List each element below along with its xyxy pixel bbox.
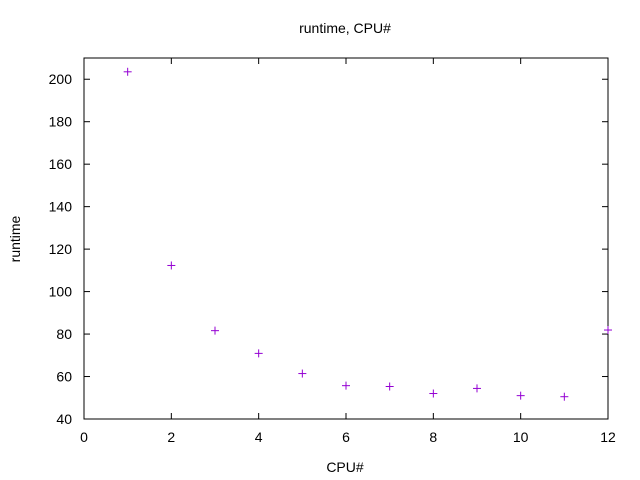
x-tick-label: 12 [600, 429, 616, 445]
chart-title: runtime, CPU# [299, 20, 391, 36]
y-tick-label: 40 [56, 411, 72, 427]
data-point [604, 326, 612, 335]
y-tick-label: 180 [49, 114, 73, 130]
y-axis-label: runtime [7, 215, 23, 262]
data-point [123, 67, 132, 76]
y-tick-label: 160 [49, 156, 73, 172]
y-tick-label: 100 [49, 284, 73, 300]
data-point [211, 326, 219, 335]
x-axis-label: CPU# [326, 459, 364, 475]
x-tick-label: 2 [167, 429, 175, 445]
y-tick-label: 120 [49, 241, 73, 257]
y-tick-label: 140 [49, 199, 73, 215]
y-tick-label: 60 [56, 369, 72, 385]
data-points [123, 67, 612, 401]
y-tick-label: 80 [56, 326, 72, 342]
data-point [473, 384, 481, 393]
y-tick-label: 200 [49, 71, 73, 87]
data-point [429, 389, 438, 398]
data-point [254, 349, 263, 358]
data-point [342, 381, 350, 390]
plot-frame [83, 57, 609, 420]
axis-ticks: 0 2 4 6 8 10 12 40 60 80 100 120 140 160 180 200 [49, 58, 616, 445]
data-point [167, 261, 176, 270]
x-tick-label: 6 [342, 429, 350, 445]
x-tick-label: 4 [255, 429, 263, 445]
x-tick-label: 0 [80, 429, 88, 445]
data-point [298, 369, 307, 378]
x-tick-label: 10 [513, 429, 529, 445]
data-point [560, 392, 569, 401]
data-point [385, 382, 394, 391]
data-point [516, 391, 525, 400]
x-tick-label: 8 [429, 429, 437, 445]
